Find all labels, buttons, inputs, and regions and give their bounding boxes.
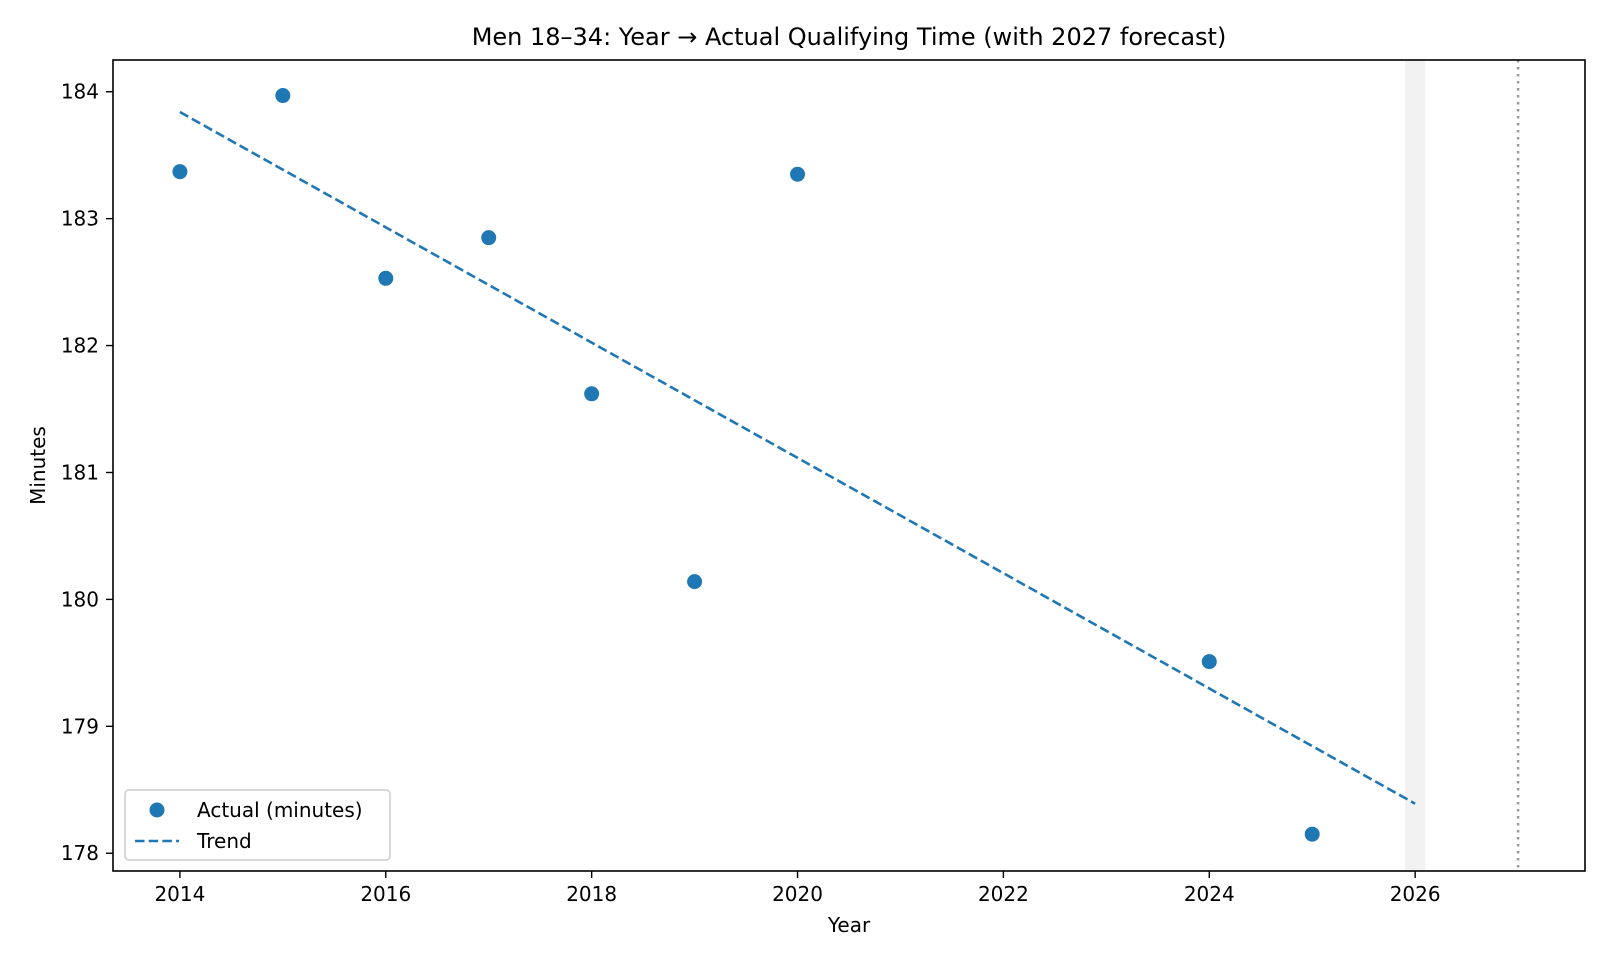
legend-entry-label: Actual (minutes) [197,798,363,822]
data-point [1201,654,1217,670]
data-point [275,88,291,104]
y-tick-label: 181 [61,460,99,484]
x-tick-label: 2016 [360,882,411,906]
shaded-band [1404,60,1426,871]
data-point [481,230,497,246]
x-tick-label: 2020 [772,882,823,906]
legend: Actual (minutes) Trend [124,789,391,861]
data-point [687,574,703,590]
x-tick-label: 2018 [566,882,617,906]
legend-entry-label: Trend [196,829,252,853]
y-axis-label: Minutes [26,426,50,505]
x-tick-label: 2014 [154,882,205,906]
x-tick-label: 2024 [1184,882,1235,906]
y-tick-label: 180 [61,587,99,611]
x-axis: 2014 2016 2018 2020 2022 2024 2026 [154,871,1441,906]
data-point [172,164,188,180]
legend-marker-scatter [149,802,165,818]
x-tick-label: 2022 [978,882,1029,906]
x-axis-label: Year [827,913,871,937]
y-tick-label: 184 [61,80,99,104]
data-point [1304,826,1320,842]
y-tick-label: 182 [61,334,99,358]
data-point [584,386,600,402]
y-tick-label: 179 [61,714,99,738]
trend-line [179,110,1416,805]
x-tick-label: 2026 [1390,882,1441,906]
legend-box [124,789,391,861]
y-axis: 178 179 180 181 182 183 184 [61,80,113,865]
chart-title: Men 18–34: Year → Actual Qualifying Time… [472,23,1227,51]
data-point [790,166,806,182]
y-tick-label: 183 [61,207,99,231]
plot-frame [112,59,1586,872]
data-point [378,270,394,286]
plot-area [112,59,1586,872]
y-tick-label: 178 [61,841,99,865]
